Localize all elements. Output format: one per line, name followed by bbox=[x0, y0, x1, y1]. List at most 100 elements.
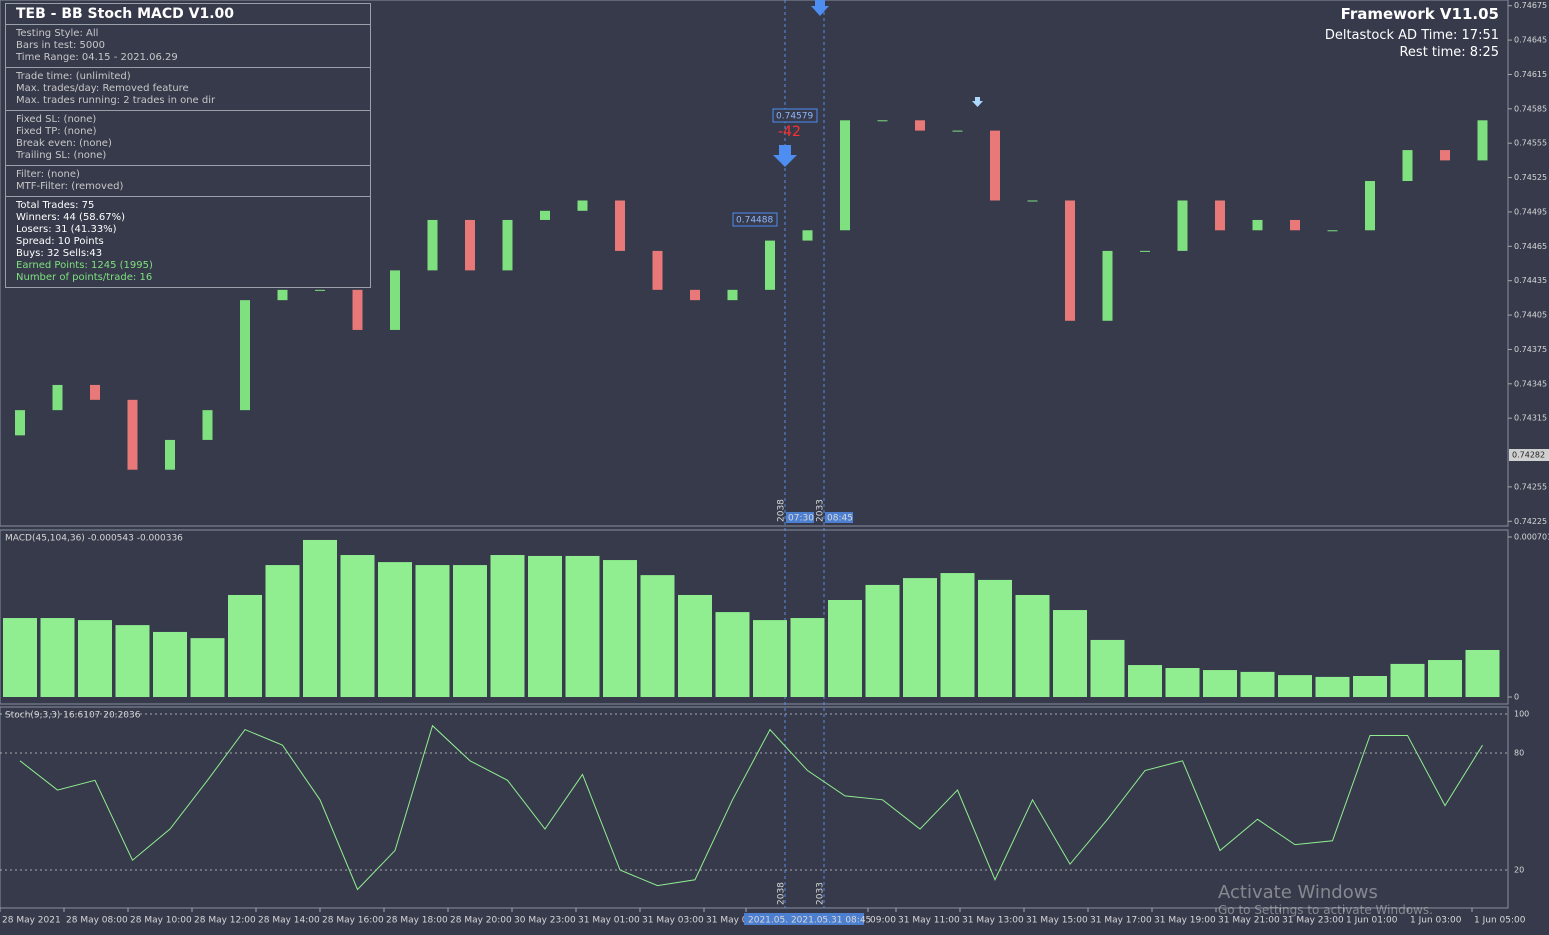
macd-bar bbox=[228, 594, 262, 697]
rest-time: Rest time: 8:25 bbox=[1399, 45, 1499, 60]
x-tick-label: 31 May 15:00 bbox=[1026, 916, 1088, 926]
macd-bar bbox=[1165, 668, 1200, 697]
y-tick-label: 0.74615 bbox=[1514, 70, 1547, 79]
bar-number: 2033 bbox=[816, 882, 826, 905]
y-tick-label: 100 bbox=[1514, 710, 1529, 719]
panel-section: Filter: (none) MTF-Filter: (removed) bbox=[6, 166, 370, 197]
stat-line: Buys: 32 Sells:43 bbox=[16, 248, 103, 259]
y-tick-label: 80 bbox=[1514, 749, 1524, 758]
macd-bar bbox=[603, 560, 637, 697]
y-tick-label: 0.74525 bbox=[1514, 173, 1547, 182]
exit-box bbox=[732, 212, 778, 227]
macd-bar bbox=[78, 620, 112, 697]
x-tick-label: 31 May 13:00 bbox=[962, 916, 1024, 926]
macd-bar bbox=[1240, 671, 1275, 697]
candle bbox=[540, 210, 550, 220]
macd-bar bbox=[453, 565, 487, 697]
y-tick-label: 20 bbox=[1514, 866, 1524, 875]
candle bbox=[1402, 150, 1413, 182]
y-tick-label: 0.74225 bbox=[1514, 517, 1547, 526]
candle bbox=[1215, 200, 1225, 231]
x-tick-label: 2021.05. 2021.05.31 08:45 bbox=[748, 916, 871, 926]
y-tick-label: 0.74375 bbox=[1514, 345, 1547, 354]
macd-bar bbox=[790, 618, 825, 697]
current-price-box bbox=[1509, 449, 1549, 461]
x-tick-label: 09:00 bbox=[870, 916, 896, 926]
macd-bar bbox=[3, 618, 37, 697]
stat-line: Losers: 31 (41.33%) bbox=[16, 224, 117, 235]
candle bbox=[277, 289, 288, 301]
x-tick-label: 1 Jun 03:00 bbox=[1410, 916, 1462, 926]
macd-bar bbox=[378, 562, 412, 697]
candle bbox=[427, 219, 438, 271]
macd-bar bbox=[753, 620, 787, 697]
y-tick-label: 0.74495 bbox=[1514, 207, 1547, 216]
watermark: Activate Windows Go to Settings to activ… bbox=[1218, 882, 1433, 917]
y-tick-label: 0.74255 bbox=[1514, 482, 1547, 491]
x-tick-label: 31 May 0 bbox=[706, 916, 748, 926]
candle bbox=[390, 270, 400, 330]
time-highlight bbox=[744, 913, 864, 925]
macd-bar bbox=[715, 612, 750, 697]
x-tick-label: 31 May 11:00 bbox=[898, 916, 960, 926]
x-tick-label: 1 Jun 01:00 bbox=[1346, 916, 1398, 926]
panel-line: MTF-Filter: (removed) bbox=[16, 181, 124, 192]
candle bbox=[1027, 200, 1038, 202]
entry-box bbox=[772, 108, 818, 123]
x-tick-label: 31 May 01:00 bbox=[578, 916, 640, 926]
x-tick-label: 1 Jun 05:00 bbox=[1474, 916, 1526, 926]
candle bbox=[727, 289, 738, 301]
watermark-subtitle: Go to Settings to activate Windows. bbox=[1218, 903, 1433, 917]
macd-bar bbox=[340, 555, 375, 697]
candle bbox=[1327, 230, 1338, 232]
candle bbox=[52, 384, 63, 411]
panel-line: Break even: (none) bbox=[16, 138, 112, 149]
candle bbox=[577, 200, 588, 211]
macd-bar bbox=[153, 631, 187, 697]
x-tick-label: 31 May 21:00 bbox=[1218, 916, 1280, 926]
panel-line: Filter: (none) bbox=[16, 169, 80, 180]
y-tick-label: 0 bbox=[1514, 693, 1519, 702]
x-tick-label: 28 May 10:00 bbox=[130, 916, 192, 926]
candle bbox=[90, 384, 100, 400]
bar-time: 08:45 bbox=[827, 514, 853, 524]
x-tick-label: 31 May 19:00 bbox=[1154, 916, 1216, 926]
macd-bar bbox=[678, 594, 712, 697]
macd-bar bbox=[640, 575, 675, 697]
macd-bar bbox=[1090, 639, 1125, 697]
time-tag bbox=[825, 512, 853, 523]
candle bbox=[765, 240, 775, 290]
panel-line: Fixed TP: (none) bbox=[16, 126, 97, 137]
x-tick-label: 31 May 17:00 bbox=[1090, 916, 1152, 926]
stat-line: Spread: 10 Points bbox=[16, 236, 104, 247]
sell-arrow bbox=[811, 0, 829, 16]
macd-bar bbox=[490, 555, 525, 697]
macd-bar bbox=[528, 555, 562, 697]
watermark-title: Activate Windows bbox=[1218, 882, 1378, 903]
time-tag bbox=[786, 512, 814, 523]
macd-bar bbox=[1015, 594, 1050, 697]
macd-bar bbox=[415, 565, 450, 697]
exit-arrow bbox=[972, 97, 983, 107]
panel-stats: Total Trades: 75 Winners: 44 (58.67%) Lose… bbox=[6, 197, 370, 287]
candle bbox=[165, 439, 175, 470]
sell-arrow bbox=[773, 145, 797, 167]
panel-line: Max. trades/day: Removed feature bbox=[16, 83, 189, 94]
x-tick-label: 28 May 16:00 bbox=[322, 916, 384, 926]
panel-title: TEB - BB Stoch MACD V1.00 bbox=[6, 4, 370, 25]
y-tick-label: 0.74345 bbox=[1514, 379, 1547, 388]
x-tick-label: 30 May 23:00 bbox=[514, 916, 576, 926]
stoch-pane bbox=[0, 706, 1509, 909]
panel-line: Time Range: 04.15 - 2021.06.29 bbox=[16, 52, 178, 63]
candle bbox=[1102, 250, 1113, 321]
macd-label: MACD(45,104,36) -0.000543 -0.000336 bbox=[5, 534, 183, 544]
macd-bar bbox=[190, 638, 225, 697]
candle bbox=[240, 300, 250, 411]
x-tick-label: 31 May 03:00 bbox=[642, 916, 704, 926]
macd-bar bbox=[1390, 663, 1425, 697]
earned-line: Earned Points: 1245 (1995) bbox=[16, 260, 153, 271]
macd-bar bbox=[940, 573, 975, 697]
candle bbox=[952, 130, 963, 132]
